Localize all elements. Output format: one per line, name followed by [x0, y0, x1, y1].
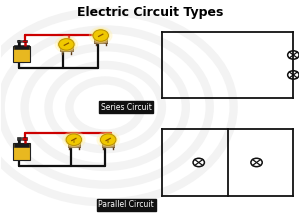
- Circle shape: [92, 29, 110, 42]
- Bar: [60, 46, 73, 52]
- Circle shape: [93, 30, 109, 41]
- Text: Parallel Circuit: Parallel Circuit: [98, 200, 154, 209]
- Bar: [14, 143, 29, 147]
- Circle shape: [99, 133, 117, 146]
- Text: Electric Circuit Types: Electric Circuit Types: [77, 6, 223, 19]
- Circle shape: [63, 131, 85, 148]
- Circle shape: [66, 134, 82, 145]
- Bar: [16, 40, 21, 42]
- Bar: [13, 143, 30, 160]
- Bar: [16, 137, 21, 140]
- Circle shape: [65, 133, 83, 146]
- Circle shape: [100, 134, 116, 145]
- Bar: [102, 141, 115, 147]
- Bar: [13, 45, 30, 62]
- Bar: [94, 37, 107, 43]
- Text: Series Circuit: Series Circuit: [101, 103, 152, 112]
- Circle shape: [89, 27, 112, 44]
- Bar: [22, 137, 27, 140]
- Circle shape: [97, 131, 119, 148]
- Circle shape: [55, 36, 78, 53]
- Circle shape: [58, 39, 74, 50]
- Circle shape: [58, 38, 75, 51]
- Bar: [68, 141, 80, 147]
- Bar: [22, 40, 27, 42]
- Bar: [14, 45, 29, 49]
